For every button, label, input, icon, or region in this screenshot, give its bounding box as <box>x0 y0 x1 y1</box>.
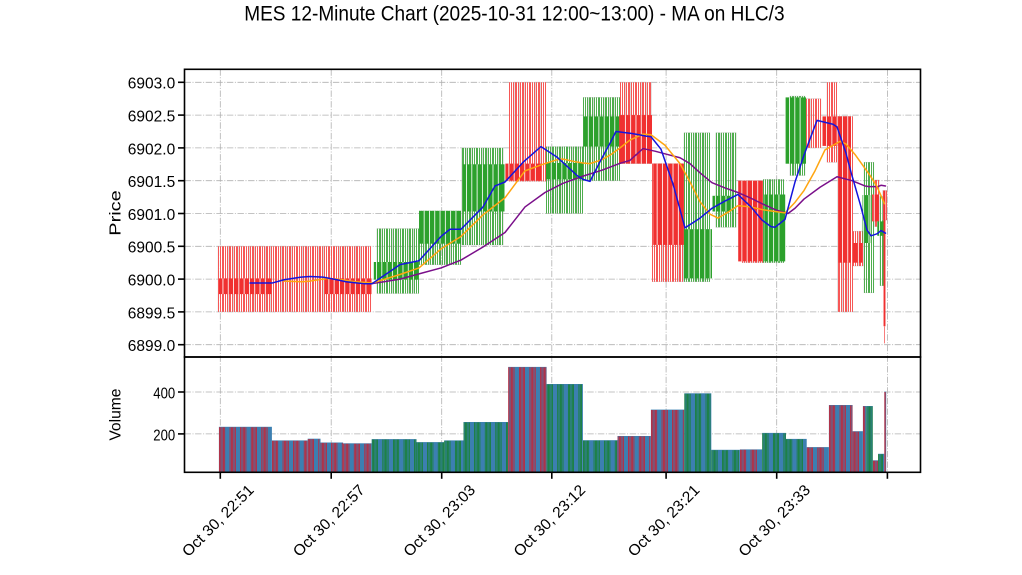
svg-text:6900.0: 6900.0 <box>128 273 175 290</box>
svg-text:MES 12-Minute Chart (2025-10-3: MES 12-Minute Chart (2025-10-31 12:00~13… <box>244 3 784 26</box>
svg-text:6902.0: 6902.0 <box>128 141 175 158</box>
svg-text:6901.5: 6901.5 <box>128 174 175 191</box>
svg-text:6900.5: 6900.5 <box>128 240 175 257</box>
svg-text:Volume: Volume <box>108 389 125 441</box>
svg-text:6899.0: 6899.0 <box>128 338 175 355</box>
svg-text:6899.5: 6899.5 <box>128 305 175 322</box>
svg-text:200: 200 <box>153 427 175 444</box>
svg-text:Price: Price <box>108 190 125 236</box>
svg-text:6902.5: 6902.5 <box>128 109 175 126</box>
svg-text:6903.0: 6903.0 <box>128 76 175 93</box>
svg-text:400: 400 <box>153 385 175 402</box>
svg-text:6901.0: 6901.0 <box>128 207 175 224</box>
